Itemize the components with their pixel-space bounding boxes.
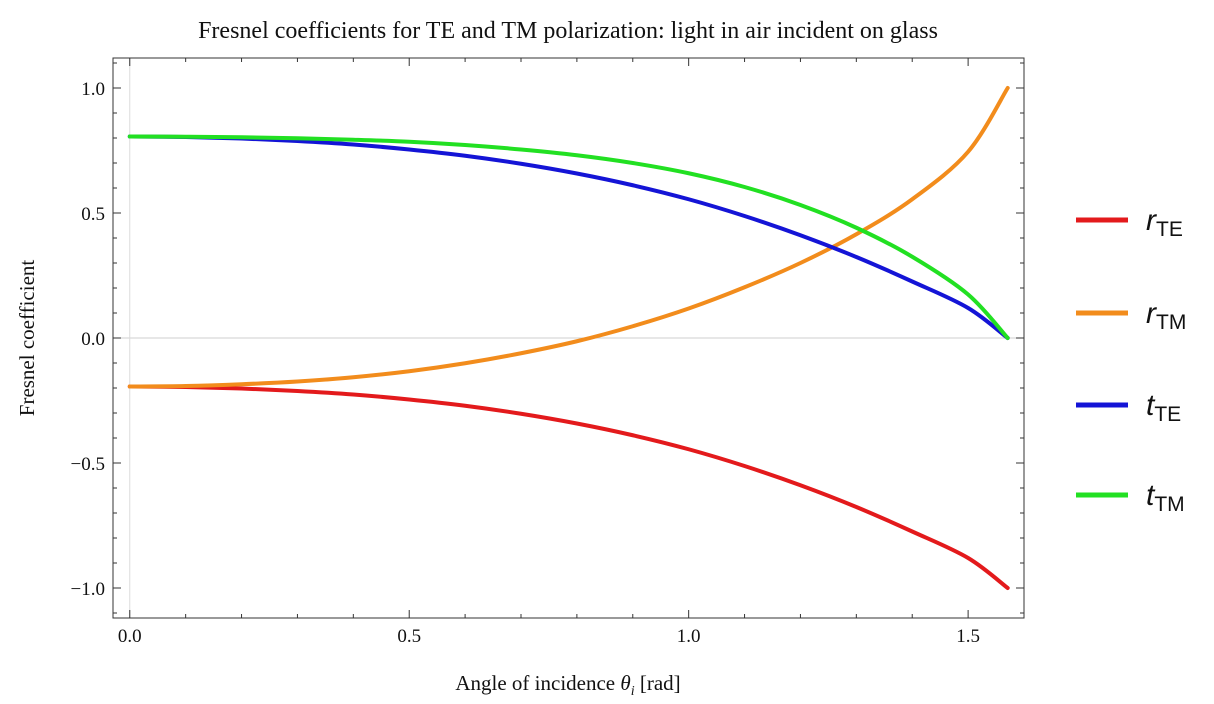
x-tick-label: 0.5 (397, 626, 421, 647)
y-axis-label: Fresnel coefficient (15, 260, 39, 417)
legend-label: tTE (1146, 389, 1181, 426)
legend-label: rTE (1146, 204, 1183, 241)
y-tick-label: 0.0 (81, 329, 105, 350)
legend-item-r-tm: rTM (1076, 297, 1186, 334)
y-tick-label: −0.5 (71, 454, 105, 475)
series-line-r-te (127, 384, 1010, 590)
chart-title: Fresnel coefficients for TE and TM polar… (198, 18, 938, 44)
series-line-t-tm (127, 134, 1010, 340)
y-tick-label: 0.5 (81, 204, 105, 225)
legend: rTE rTM tTE tTM (1076, 204, 1186, 516)
x-tick-label: 1.5 (956, 626, 980, 647)
labels-layer: 0.0 0.5 1.0 1.5 1.0 0.5 0.0 −0.5 −1.0 Fresnel coe… (15, 18, 980, 699)
x-axis-label: Angle of incidence θi [rad] (455, 671, 680, 699)
series-line-r-tm (127, 86, 1010, 389)
legend-item-t-tm: tTM (1076, 479, 1185, 516)
axes-layer (112, 57, 1025, 619)
x-tick-label: 1.0 (677, 626, 701, 647)
legend-item-r-te: rTE (1076, 204, 1183, 241)
legend-label: rTM (1146, 297, 1186, 334)
plot-layer (113, 58, 1024, 618)
y-tick-label: 1.0 (81, 79, 105, 100)
series-layer (127, 86, 1010, 590)
legend-item-t-te: tTE (1076, 389, 1181, 426)
y-tick-label: −1.0 (71, 579, 105, 600)
legend-label: tTM (1146, 479, 1185, 516)
x-tick-label: 0.0 (118, 626, 142, 647)
series-line-t-te (127, 134, 1010, 340)
